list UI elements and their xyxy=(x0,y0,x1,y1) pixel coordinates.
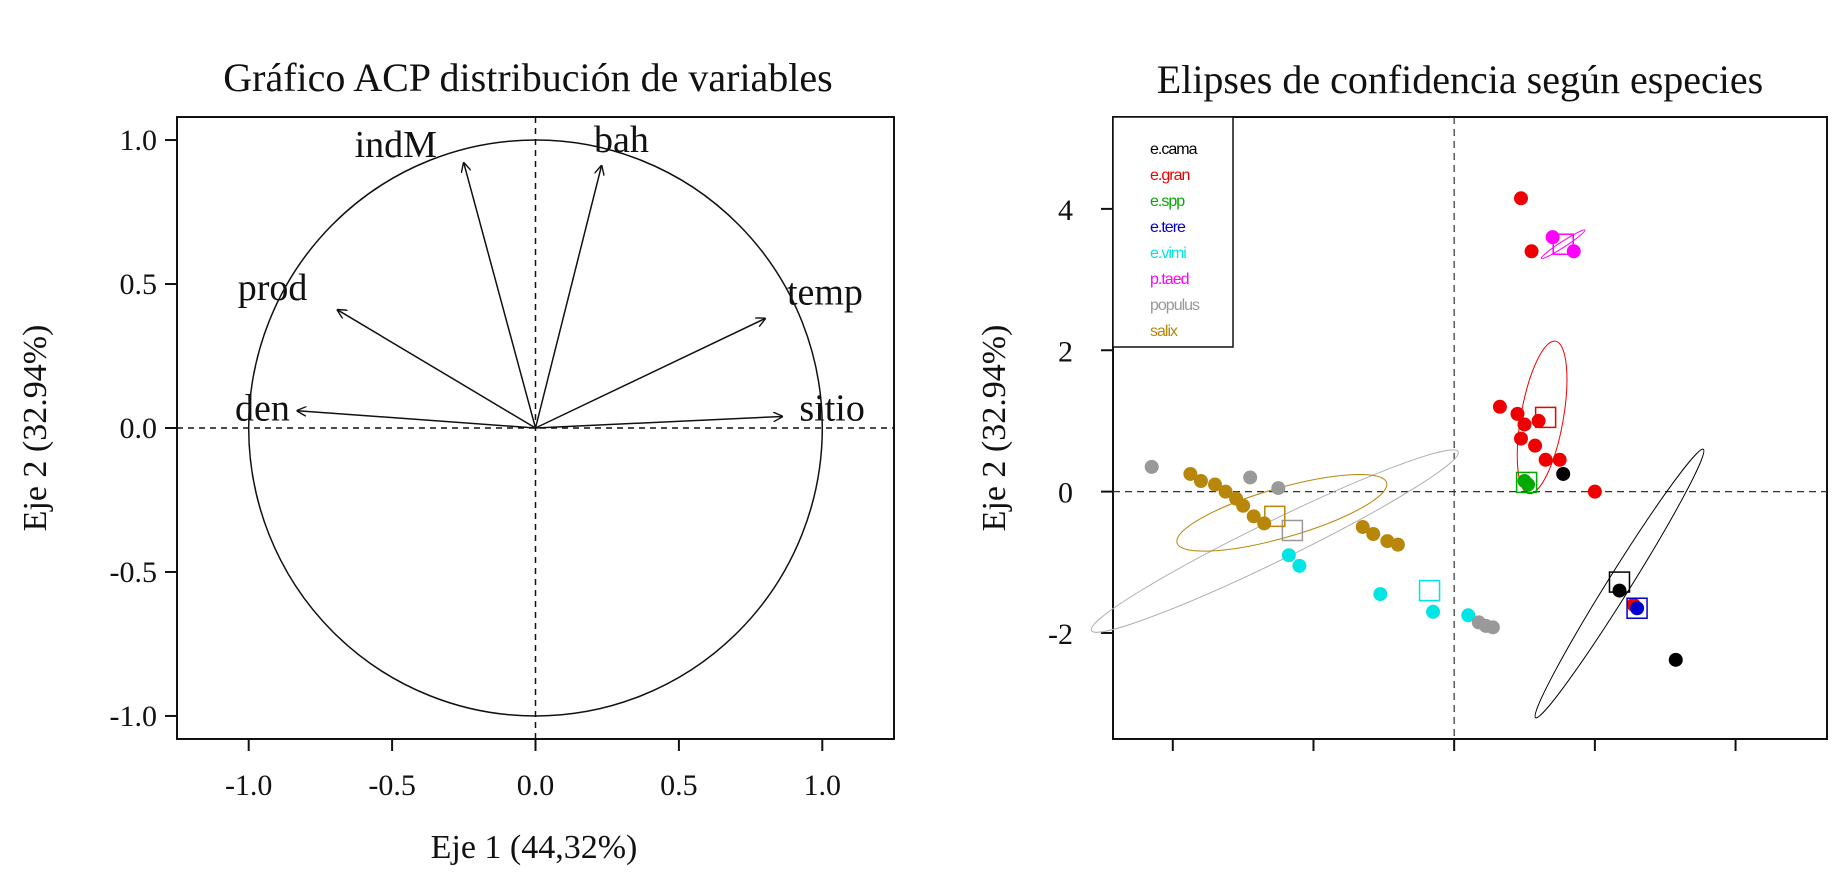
point-e.vimi xyxy=(1281,548,1296,563)
vector-den xyxy=(297,411,536,429)
legend-item-e.gran: e.gran xyxy=(1150,167,1189,184)
point-salix xyxy=(1193,474,1208,489)
point-e.vimi xyxy=(1292,558,1307,573)
left-x-tick-label: 0.0 xyxy=(517,769,555,802)
point-e.gran xyxy=(1538,452,1553,467)
point-populus xyxy=(1243,470,1258,485)
point-e.cama xyxy=(1556,466,1571,481)
point-e.cama xyxy=(1612,583,1627,598)
right-chart: Elipses de confidencia según especies -2… xyxy=(976,57,1828,751)
point-populus xyxy=(1485,620,1500,635)
point-salix xyxy=(1208,477,1222,492)
centroid-e.vimi xyxy=(1418,579,1441,602)
left-vectors: indM bah prod temp den sitio xyxy=(235,119,865,430)
legend-box xyxy=(1112,116,1234,348)
legend-item-e.vimi: e.vimi xyxy=(1150,245,1186,262)
point-salix xyxy=(1380,534,1395,549)
point-salix xyxy=(1218,484,1233,499)
point-e.gran xyxy=(1531,413,1546,428)
point-populus xyxy=(1271,481,1286,496)
legend-item-e.spp: e.spp xyxy=(1150,193,1185,210)
right-chart-title: Elipses de confidencia según especies xyxy=(1157,57,1763,102)
point-salix xyxy=(1183,466,1198,481)
point-e.gran xyxy=(1492,399,1507,414)
left-x-tick-label: 0.5 xyxy=(660,769,698,802)
left-chart: Gráfico ACP distribución de variables -1… xyxy=(17,55,895,866)
point-salix xyxy=(1390,537,1405,552)
left-y-tick-label: -0.5 xyxy=(110,556,158,589)
centroid-populus xyxy=(1281,519,1304,542)
left-y-axis-label: Eje 2 (32.94%) xyxy=(17,325,54,532)
legend-item-e.tere: e.tere xyxy=(1150,219,1186,236)
right-y-tick-label: 2 xyxy=(1058,335,1073,368)
point-e.gran xyxy=(1528,438,1543,453)
left-y-tick-label: 0.5 xyxy=(120,268,158,301)
left-y-tick-label: -1.0 xyxy=(110,700,158,733)
centroid-salix xyxy=(1264,505,1286,528)
right-y-tick-label: 0 xyxy=(1058,477,1073,510)
vector-label-sitio: sitio xyxy=(799,387,864,429)
right-plot-box xyxy=(1112,116,1828,740)
vector-prod xyxy=(338,310,536,429)
legend-item-p.taed: p.taed xyxy=(1150,271,1189,288)
ellipse-p.taed xyxy=(1540,229,1586,260)
ellipse-e.cama xyxy=(1534,448,1705,719)
legend-items: e.cama e.gran e.spp e.tere e.vimi p.taed popul… xyxy=(1150,141,1201,340)
left-x-tick-label: 1.0 xyxy=(804,769,842,802)
point-salix xyxy=(1236,498,1251,513)
right-y-tick-label: 4 xyxy=(1058,194,1073,227)
right-axes: -2 0 2 4 xyxy=(1048,117,1827,751)
point-e.gran xyxy=(1510,406,1525,421)
vector-label-temp: temp xyxy=(787,272,863,314)
centroid-e.cama xyxy=(1608,571,1631,593)
point-e.spp xyxy=(1521,477,1536,492)
point-e.vimi xyxy=(1461,608,1476,623)
left-x-tick-label: -1.0 xyxy=(225,769,273,802)
legend: e.cama e.gran e.spp e.tere e.vimi p.taed popul… xyxy=(1112,116,1234,348)
left-chart-title: Gráfico ACP distribución de variables xyxy=(223,55,833,100)
vector-label-bah: bah xyxy=(594,119,649,161)
legend-item-e.cama: e.cama xyxy=(1150,141,1198,158)
point-e.gran xyxy=(1587,484,1602,499)
point-e.gran xyxy=(1517,417,1532,432)
point-e.gran xyxy=(1514,431,1528,446)
point-e.tere xyxy=(1630,601,1645,616)
point-salix xyxy=(1366,527,1381,542)
centroid-e.spp xyxy=(1515,471,1538,494)
right-y-tick-label: -2 xyxy=(1048,618,1073,651)
point-e.gran xyxy=(1552,452,1567,467)
point-e.gran xyxy=(1514,191,1528,206)
left-x-tick-label: -0.5 xyxy=(368,769,416,802)
centroid-p.taed xyxy=(1552,233,1574,255)
point-e.vimi xyxy=(1426,604,1441,619)
right-y-axis-label: Eje 2 (32.94%) xyxy=(976,325,1013,532)
point-populus xyxy=(1144,459,1159,474)
vector-label-indM: indM xyxy=(355,124,437,166)
left-axes: -1.0 -0.5 0.0 0.5 1.0 -1.0 -0.5 0.0 0.5 1.0 xyxy=(110,117,894,802)
left-y-tick-label: 0.0 xyxy=(120,412,158,445)
vector-indM xyxy=(464,163,537,429)
left-y-tick-label: 1.0 xyxy=(120,124,158,157)
point-salix xyxy=(1246,509,1261,524)
vector-label-den: den xyxy=(235,388,290,430)
left-x-axis-label: Eje 1 (44,32%) xyxy=(431,829,638,866)
vector-bah xyxy=(534,166,602,429)
legend-item-salix: salix xyxy=(1150,323,1178,340)
vector-sitio xyxy=(535,416,783,429)
legend-item-populus: populus xyxy=(1150,297,1200,314)
right-series xyxy=(1090,191,1705,719)
vector-label-prod: prod xyxy=(238,267,308,309)
point-e.gran xyxy=(1524,244,1539,259)
point-e.vimi xyxy=(1373,587,1388,602)
vector-temp xyxy=(535,319,765,429)
centroid-e.gran xyxy=(1534,406,1557,429)
point-salix xyxy=(1355,519,1370,534)
unit-circle xyxy=(247,139,824,717)
ellipse-extra xyxy=(1090,449,1459,633)
point-e.cama xyxy=(1668,652,1683,667)
centroid-e.tere xyxy=(1626,597,1648,619)
